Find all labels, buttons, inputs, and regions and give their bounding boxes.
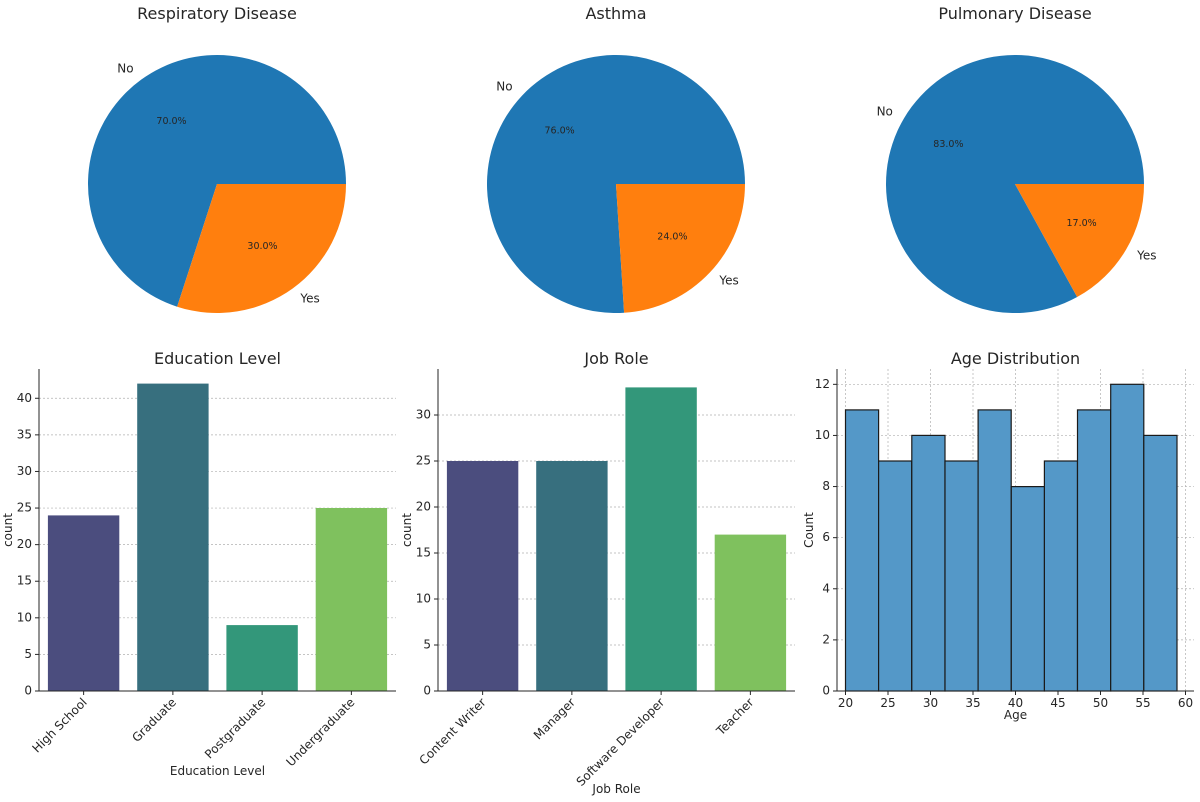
pie-label-yes: Yes xyxy=(718,274,738,288)
pie-slice-no xyxy=(486,55,745,314)
x-tick-label: 55 xyxy=(1135,696,1150,710)
chart-title: Education Level xyxy=(154,349,281,368)
x-tick-label-manager: Manager xyxy=(531,695,578,742)
x-axis-label: Age xyxy=(1004,708,1027,722)
bar-content-writer xyxy=(446,461,519,691)
y-tick-label: 25 xyxy=(416,454,431,468)
x-tick-label-software-developer: Software Developer xyxy=(574,695,668,789)
y-axis-label: Count xyxy=(802,512,816,548)
chart-title: Pulmonary Disease xyxy=(938,4,1091,23)
pie-percent-yes: 30.0% xyxy=(247,241,277,252)
y-axis-label: count xyxy=(400,513,414,547)
y-tick-label: 5 xyxy=(24,647,32,661)
y-tick-label: 5 xyxy=(423,638,431,652)
pie-slice-yes xyxy=(616,184,745,313)
y-tick-label: 25 xyxy=(17,501,32,515)
y-tick-label: 8 xyxy=(822,479,830,493)
pie-slice-no xyxy=(88,55,346,307)
pie-percent-no: 70.0% xyxy=(156,116,186,127)
bar-high-school xyxy=(47,515,120,691)
x-tick-label: 35 xyxy=(965,696,980,710)
pie-label-yes: Yes xyxy=(299,291,319,305)
pie-label-no: No xyxy=(496,79,512,93)
x-tick-label: 20 xyxy=(838,696,853,710)
x-tick-label-content-writer: Content Writer xyxy=(417,695,489,767)
respiratory-disease-pie-chart: Respiratory Disease No 70.0% Yes 30.0% xyxy=(88,4,346,314)
bar-postgraduate xyxy=(226,625,298,691)
y-tick-label: 10 xyxy=(815,428,830,442)
bar-teacher xyxy=(714,534,787,691)
y-tick-label: 15 xyxy=(416,546,431,560)
pie-slice-yes xyxy=(1015,184,1144,298)
y-tick-label: 0 xyxy=(423,684,431,698)
bar-graduate xyxy=(137,383,209,691)
y-tick-label: 30 xyxy=(17,464,32,478)
y-tick-label: 35 xyxy=(17,427,32,441)
pie-slice-yes xyxy=(177,184,346,314)
x-tick-label-high-school: High School xyxy=(29,695,89,755)
chart-title: Respiratory Disease xyxy=(137,4,297,23)
education-level-bar-chart: Education Level 0 5 10 15 20 25 30 35 40 High Scho… xyxy=(1,349,396,778)
bar-software-developer xyxy=(625,387,697,691)
pie-label-yes: Yes xyxy=(1136,249,1156,263)
hist-bar xyxy=(844,409,880,692)
x-tick-label-graduate: Graduate xyxy=(129,695,179,745)
hist-bar xyxy=(944,460,979,692)
chart-title: Age Distribution xyxy=(951,349,1080,368)
x-tick-label: 60 xyxy=(1178,696,1193,710)
y-tick-label: 30 xyxy=(416,408,431,422)
age-distribution-histogram: Age Distribution 0 2 4 6 8 10 12 20 25 30 35 40 45 50 5… xyxy=(802,349,1194,722)
pie-percent-yes: 17.0% xyxy=(1067,218,1097,229)
hist-bar xyxy=(1143,434,1178,692)
hist-bar xyxy=(977,409,1012,692)
bar-undergraduate xyxy=(315,508,388,691)
pie-label-no: No xyxy=(117,62,133,76)
chart-title: Job Role xyxy=(583,349,648,368)
y-tick-label: 2 xyxy=(822,632,830,646)
x-tick-label: 45 xyxy=(1050,696,1065,710)
hist-bar xyxy=(1110,383,1145,692)
x-axis-label: Education Level xyxy=(170,764,265,778)
hist-bar xyxy=(1076,409,1112,692)
x-axis-label: Job Role xyxy=(591,782,640,796)
chart-title: Asthma xyxy=(585,4,646,23)
y-tick-label: 20 xyxy=(17,537,32,551)
y-axis-label: count xyxy=(1,513,15,547)
x-tick-label-postgraduate: Postgraduate xyxy=(202,695,268,761)
x-tick-label-teacher: Teacher xyxy=(713,695,757,739)
pulmonary-disease-pie-chart: Pulmonary Disease No 83.0% Yes 17.0% xyxy=(877,4,1156,313)
pie-slice-no xyxy=(886,54,1144,313)
x-tick-label-undergraduate: Undergraduate xyxy=(283,695,357,769)
y-tick-label: 4 xyxy=(822,581,830,595)
y-tick-label: 10 xyxy=(17,610,32,624)
pie-percent-no: 83.0% xyxy=(933,139,963,150)
y-tick-label: 0 xyxy=(822,684,830,698)
pie-percent-yes: 24.0% xyxy=(657,232,687,243)
pie-percent-no: 76.0% xyxy=(545,126,575,137)
x-tick-label: 50 xyxy=(1093,696,1108,710)
pie-label-no: No xyxy=(877,104,893,118)
y-tick-label: 0 xyxy=(24,684,32,698)
x-tick-label: 30 xyxy=(923,696,938,710)
x-tick-label: 25 xyxy=(880,696,895,710)
y-tick-label: 6 xyxy=(822,530,830,544)
bar-manager xyxy=(536,461,608,691)
y-tick-label: 12 xyxy=(815,377,830,391)
y-tick-label: 10 xyxy=(416,592,431,606)
hist-bar xyxy=(877,460,913,692)
job-role-bar-chart: Job Role 0 5 10 15 20 25 30 Content Writer Manage… xyxy=(400,349,795,796)
y-tick-label: 40 xyxy=(17,391,32,405)
y-tick-label: 15 xyxy=(17,574,32,588)
hist-bar xyxy=(1043,460,1079,692)
y-tick-label: 20 xyxy=(416,500,431,514)
hist-bar xyxy=(911,434,946,692)
asthma-pie-chart: Asthma No 76.0% Yes 24.0% xyxy=(486,4,745,314)
x-tick-label: 40 xyxy=(1008,696,1023,710)
hist-bar xyxy=(1010,486,1046,692)
